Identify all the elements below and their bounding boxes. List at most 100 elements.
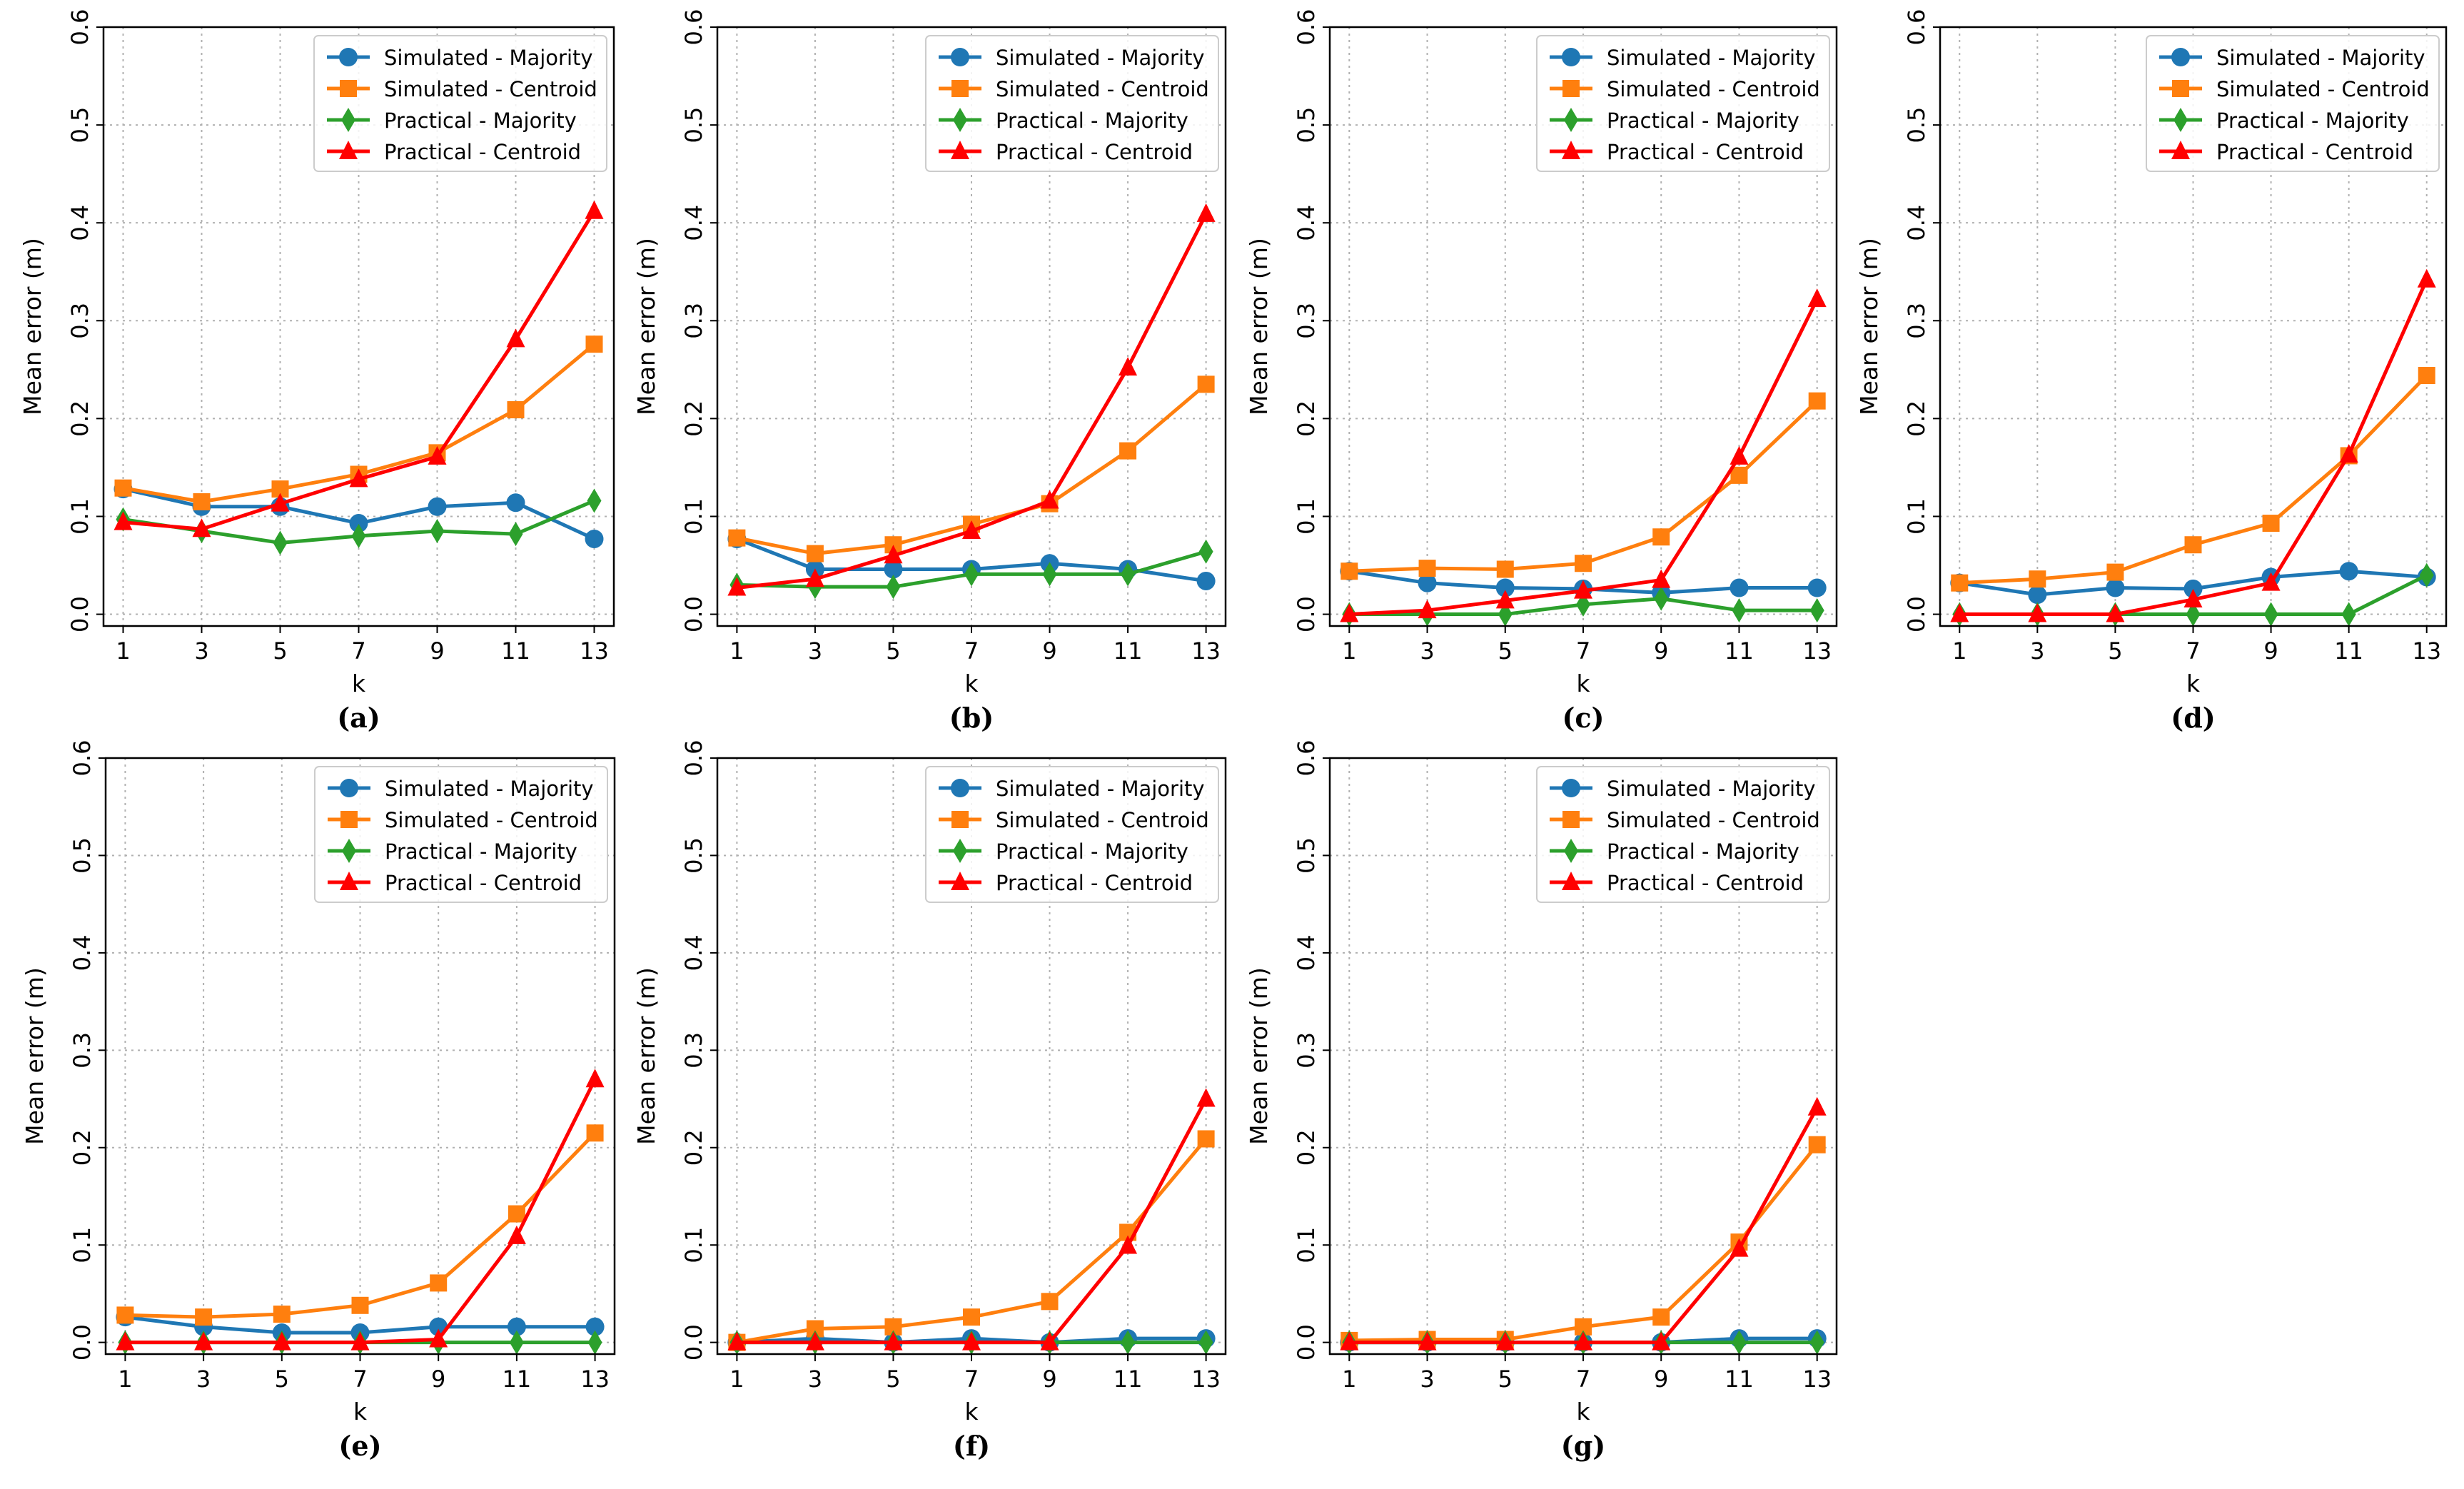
y-tick-label: 0.1 [69,1227,96,1263]
x-tick-label: 11 [1114,637,1143,665]
x-tick-label: 11 [1725,637,1754,665]
data-point [507,1317,526,1336]
y-axis-label: Mean error (m) [1245,967,1273,1145]
data-point [1196,571,1216,590]
legend-marker [340,80,357,97]
legend: Simulated - Majority Simulated - Centroid… [314,766,608,903]
data-point [1121,562,1136,587]
panel-label: (c) [1562,702,1604,734]
y-tick-label: 0.6 [1903,9,1930,46]
data-point [1732,598,1747,623]
data-point [1196,1088,1216,1107]
x-tick-label: 9 [1042,1366,1056,1393]
y-axis-label: Mean error (m) [632,238,660,415]
x-tick-label: 7 [2186,637,2200,665]
legend-marker [2172,80,2189,97]
legend-marker [2173,108,2188,132]
data-point [1809,1330,1824,1355]
legend-label: Practical - Centroid [996,140,1193,164]
x-tick-label: 7 [964,1366,979,1393]
y-tick-label: 0.1 [1293,1227,1320,1263]
data-point [1652,1308,1670,1326]
y-tick-label: 0.2 [680,400,707,437]
y-tick-label: 0.1 [66,498,94,535]
y-tick-label: 0.3 [680,1032,707,1069]
data-point [2106,563,2124,581]
x-tick-label: 5 [275,1366,289,1393]
data-point [727,577,747,596]
data-point [2339,562,2358,581]
plot-frame [102,26,615,627]
legend-marker [953,108,967,132]
legend-box [925,35,1219,172]
x-tick-label: 5 [1498,637,1513,665]
legend-box [925,766,1219,903]
data-point [727,1331,747,1351]
y-tick-label: 0.4 [66,205,94,241]
data-point [428,497,447,516]
x-tick-label: 3 [1420,637,1434,665]
y-tick-label: 0.6 [1293,740,1320,777]
data-point [113,511,133,530]
data-point [506,328,525,348]
legend-marker [951,811,969,828]
y-tick-label: 0.2 [66,400,94,437]
legend-box [314,766,608,903]
data-point [272,1331,291,1351]
data-point [271,493,290,512]
y-tick-label: 0.2 [69,1129,96,1166]
data-point [805,568,824,587]
legend-label: Simulated - Majority [384,46,593,70]
y-tick-label: 0.6 [680,740,707,777]
legend-label: Practical - Centroid [384,140,581,164]
x-axis-label: k [1576,670,1590,697]
legend: Simulated - Majority Simulated - Centroid… [925,766,1219,903]
x-tick-label: 5 [273,637,287,665]
legend: Simulated - Majority Simulated - Centroid… [925,35,1219,172]
x-tick-label: 13 [1802,1366,1832,1393]
data-point [1807,288,1827,308]
data-point [1197,1130,1215,1148]
data-point [1418,560,1436,577]
legend-marker [339,141,358,159]
y-axis-label: Mean error (m) [21,967,49,1145]
legend-marker [340,779,358,797]
y-tick-label: 0.3 [1293,303,1320,339]
legend-label: Simulated - Majority [2216,46,2425,70]
data-point [1119,1235,1138,1254]
data-point [429,1328,448,1348]
legend-label: Simulated - Centroid [385,808,598,832]
legend: Simulated - Majority Simulated - Centroid… [1536,766,1830,903]
legend-label: Simulated - Majority [1607,46,1816,70]
panel-label: (a) [337,702,380,734]
x-tick-label: 9 [1654,637,1668,665]
y-tick-label: 0.3 [680,303,707,339]
legend-label: Practical - Majority [1607,108,1799,133]
x-tick-label: 5 [886,1366,900,1393]
x-tick-label: 5 [2108,637,2122,665]
data-point [1119,357,1138,376]
y-tick-label: 0.6 [1293,9,1320,46]
x-axis-label: k [353,1398,368,1425]
data-point [1496,560,1514,578]
data-point [194,1331,213,1351]
x-axis-label: k [352,670,366,697]
y-tick-label: 0.3 [1293,1032,1320,1069]
data-point [585,1317,605,1336]
data-point [1121,1330,1136,1355]
x-tick-label: 11 [501,637,530,665]
data-point [2106,578,2125,597]
x-tick-label: 5 [1498,1366,1513,1393]
y-tick-label: 0.5 [1903,107,1930,143]
data-point [1042,562,1057,587]
y-tick-label: 0.4 [1903,205,1930,241]
data-point [1495,578,1515,597]
data-point [886,575,901,600]
legend-marker [953,839,967,863]
data-point [2262,515,2280,532]
data-point [585,1069,605,1088]
y-tick-label: 0.3 [1903,303,1930,339]
y-tick-label: 0.0 [1293,1324,1320,1361]
